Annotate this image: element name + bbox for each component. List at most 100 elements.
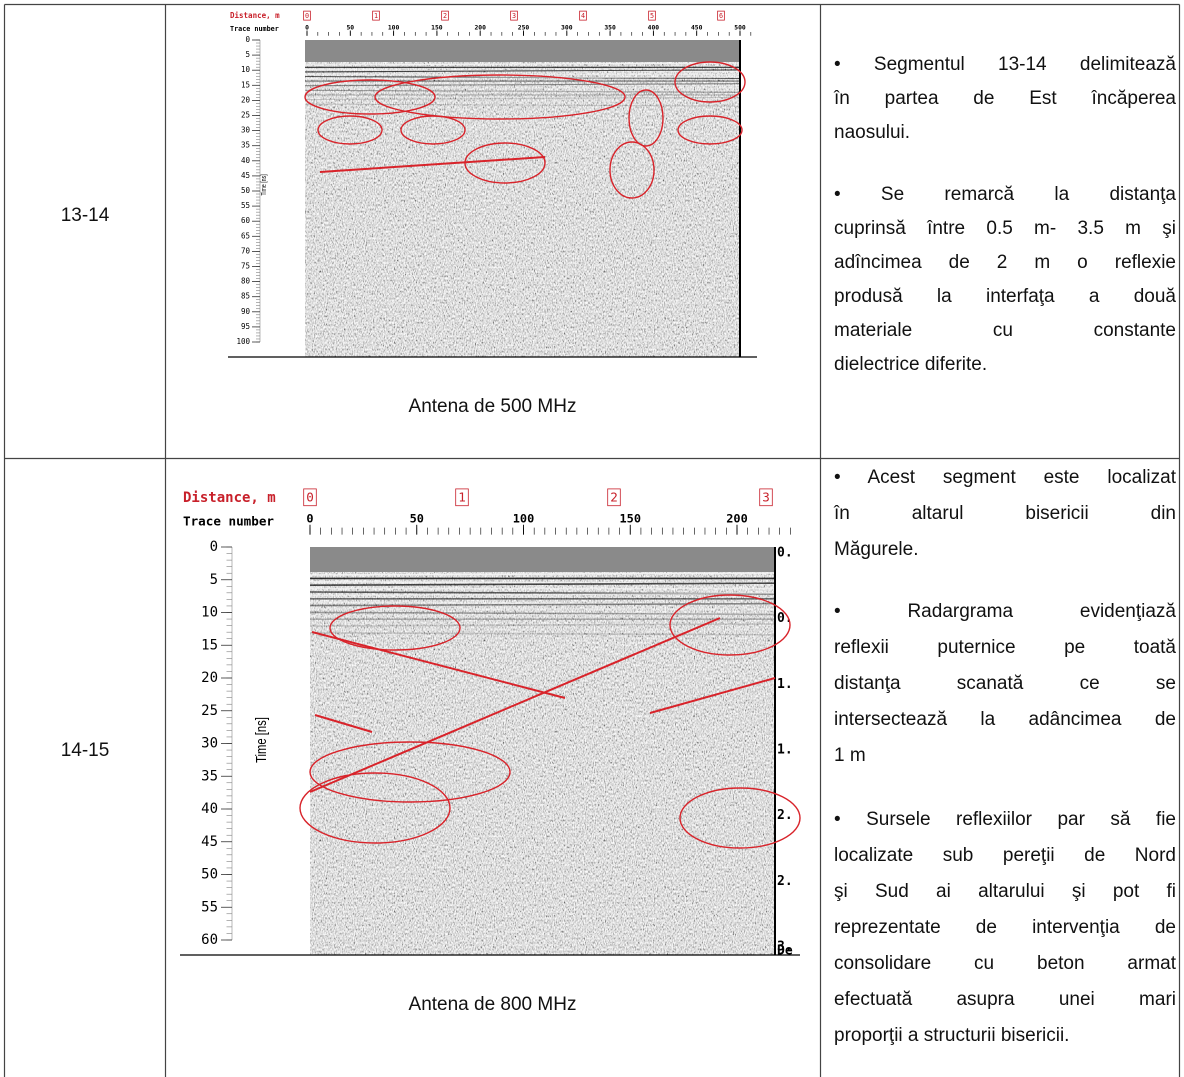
note-line: • Radargrama evidenţiază xyxy=(834,601,1176,622)
note-line: localizate sub pereţii de Nord xyxy=(834,845,1176,866)
trace-tick-label: 250 xyxy=(518,24,530,32)
trace-tick-label: 50 xyxy=(346,24,354,32)
reflection-stripe xyxy=(304,89,741,93)
time-tick-label: 95 xyxy=(241,322,250,331)
distance-mark: 2 xyxy=(610,490,618,505)
annotation-ellipse xyxy=(317,115,383,145)
note-line: naosului. xyxy=(834,122,911,143)
distance-box xyxy=(455,488,469,507)
reflection-stripe xyxy=(304,69,741,73)
distance-box xyxy=(510,10,518,21)
distance-label: Distance, m xyxy=(230,11,280,20)
note-line: efectuată asupra unei mari xyxy=(834,989,1176,1010)
time-tick-label: 55 xyxy=(201,899,218,915)
distance-mark: 5 xyxy=(650,12,654,20)
time-tick-label: 75 xyxy=(241,262,250,271)
time-tick-label: 35 xyxy=(241,141,250,150)
trace-tick-label: 400 xyxy=(648,24,660,32)
trace-tick-label: 300 xyxy=(561,24,573,32)
time-tick-label: 5 xyxy=(245,50,250,59)
reflection-stripe xyxy=(309,592,776,597)
time-tick-label: 40 xyxy=(201,801,218,817)
distance-label: Distance, m xyxy=(183,490,276,506)
depth-label: 2. xyxy=(777,808,793,823)
time-tick-label: 15 xyxy=(241,80,250,89)
reflection-stripe xyxy=(304,103,741,107)
annotation-ellipse xyxy=(329,605,461,651)
note-line: materiale cu constante xyxy=(834,320,1176,341)
distance-mark: 1 xyxy=(374,12,378,20)
depth-label: 1. xyxy=(777,677,793,692)
time-tick-label: 25 xyxy=(201,703,218,719)
trace-tick-label: 100 xyxy=(513,512,534,526)
depth-label: 1. xyxy=(777,743,793,758)
trace-tick-label: 0 xyxy=(306,512,313,526)
note-line: proporţii a structurii bisericii. xyxy=(834,1025,1070,1046)
time-tick-label: 25 xyxy=(241,111,250,120)
trace-label: Trace number xyxy=(183,514,274,529)
trace-label: Trace number xyxy=(230,25,279,33)
distance-mark: 3 xyxy=(762,490,770,505)
time-tick-label: 0 xyxy=(245,35,250,44)
note-line: • Se remarcă la distanţa xyxy=(834,184,1176,205)
time-tick-label: 10 xyxy=(241,65,251,74)
reflection-stripe xyxy=(304,96,741,101)
depth-label: 2. xyxy=(777,874,793,889)
annotation-line xyxy=(319,156,546,173)
trace-tick-label: 200 xyxy=(474,24,486,32)
annotation-ellipse xyxy=(677,115,743,145)
time-tick-label: 10 xyxy=(201,605,218,621)
distance-mark: 6 xyxy=(719,12,723,20)
distance-box xyxy=(303,10,311,21)
depth-label: 3. xyxy=(777,940,793,955)
air-band xyxy=(310,547,775,572)
annotation-ellipse xyxy=(669,594,791,656)
note-line: în partea de Est încăperea xyxy=(834,88,1176,109)
time-tick-label: 50 xyxy=(241,186,251,195)
annotation-ellipse xyxy=(309,741,511,803)
reflection-stripe xyxy=(304,82,741,86)
reflection-stripe xyxy=(304,96,741,100)
note-line: • Acest segment este localizat xyxy=(834,467,1176,488)
trace-tick-label: 350 xyxy=(604,24,616,32)
distance-box xyxy=(759,488,773,507)
time-tick-label: 30 xyxy=(201,736,218,752)
reflection-stripe xyxy=(309,623,776,627)
annotation-ellipse xyxy=(299,772,451,844)
time-tick-label: 0 xyxy=(210,539,218,555)
distance-mark: 3 xyxy=(512,12,516,20)
time-tick-label: 80 xyxy=(241,277,251,286)
reflection-stripe xyxy=(309,612,776,617)
reflection-stripe xyxy=(309,602,776,607)
annotation-ellipse xyxy=(679,787,801,849)
note-line: reprezentate de intervenţia de xyxy=(834,917,1176,938)
time-tick-label: 15 xyxy=(201,637,218,653)
time-tick-label: 45 xyxy=(241,171,250,180)
time-tick-label: 55 xyxy=(241,201,250,210)
distance-mark: 2 xyxy=(443,12,447,20)
note-line: produsă la interfaţa a două xyxy=(834,286,1176,307)
time-tick-label: 65 xyxy=(241,231,250,240)
reflection-stripe xyxy=(309,611,776,616)
segment-label: 13-14 xyxy=(60,205,110,226)
radargram-noise xyxy=(310,547,775,955)
time-tick-label: 40 xyxy=(241,156,251,165)
trace-tick-label: 450 xyxy=(691,24,703,32)
note-line: dielectrice diferite. xyxy=(834,354,988,375)
depth-strip xyxy=(740,40,757,357)
time-tick-label: 5 xyxy=(210,572,218,588)
note-line: şi Sud ai altarului şi pot fi xyxy=(834,881,1176,902)
note-line: adîncimea de 2 m o reflexie xyxy=(834,252,1176,273)
distance-mark: 1 xyxy=(458,490,466,505)
annotation-ellipse xyxy=(400,115,466,145)
reflection-stripe xyxy=(304,62,741,66)
reflection-stripe xyxy=(309,601,776,606)
reflection-stripe xyxy=(309,572,776,576)
time-tick-label: 100 xyxy=(236,337,250,346)
note-line: Măgurele. xyxy=(834,539,919,560)
time-tick-label: 60 xyxy=(241,216,251,225)
trace-tick-label: 150 xyxy=(620,512,641,526)
